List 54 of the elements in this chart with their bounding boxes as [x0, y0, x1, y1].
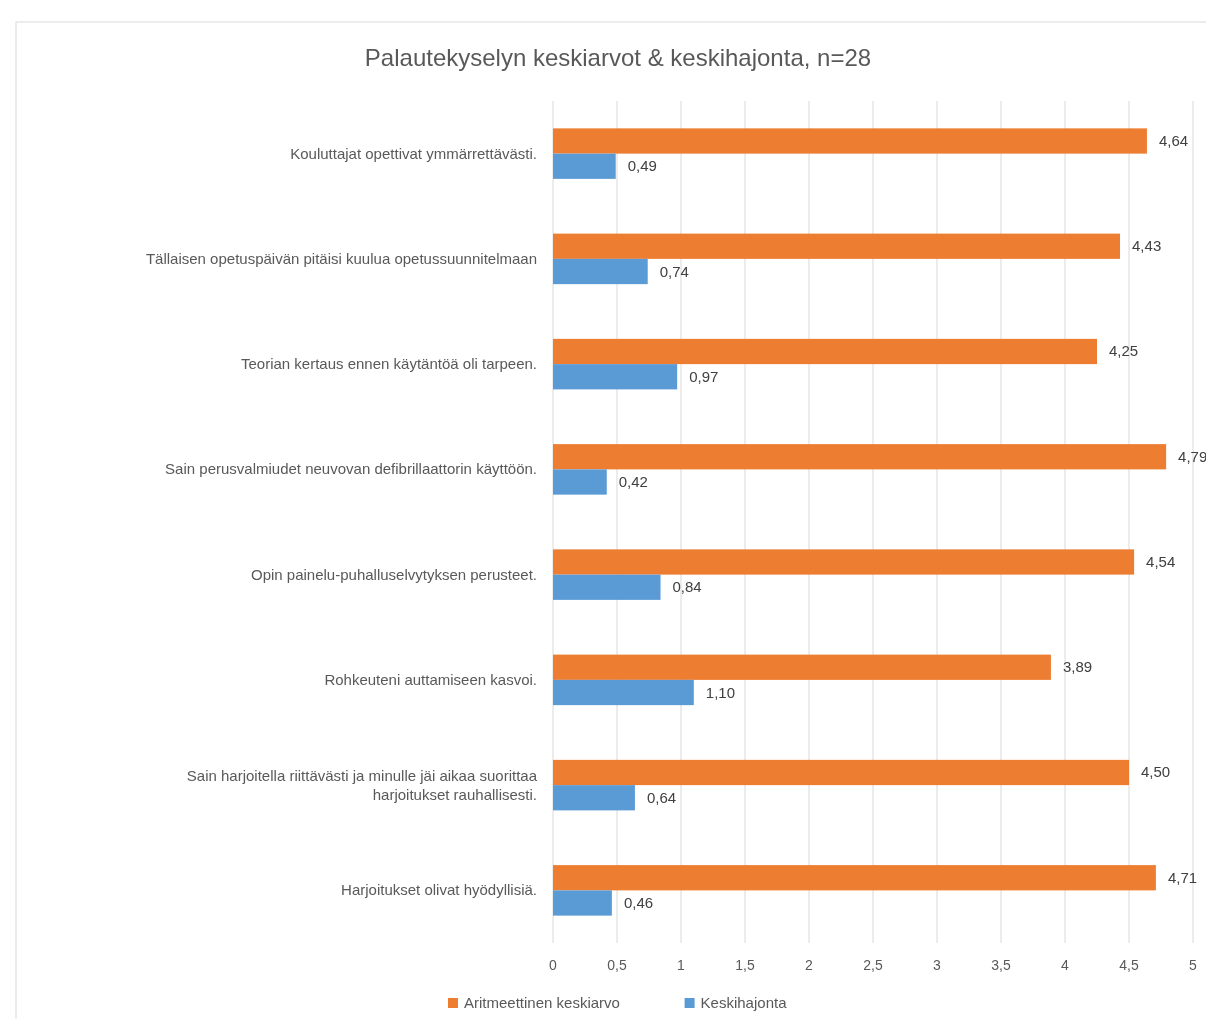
data-label: 4,54 — [1146, 552, 1176, 570]
x-tick-label: 3,5 — [991, 957, 1011, 973]
y-tick-label: Tällaisen opetuspäivän pitäisi kuulua opetussuunnitelmaan — [145, 249, 537, 267]
x-tick-label: 1,5 — [735, 957, 755, 973]
x-tick-label: 2,5 — [863, 957, 883, 973]
bar — [553, 338, 1097, 365]
data-label: 0,42 — [618, 473, 648, 491]
x-tick-label: 0 — [549, 957, 558, 973]
bar — [553, 364, 678, 390]
data-label: 4,25 — [1109, 342, 1139, 360]
data-label: 1,10 — [705, 683, 735, 701]
x-tick-label: 4 — [1061, 957, 1070, 973]
bar — [553, 128, 1147, 154]
bar — [553, 153, 616, 179]
x-tick-label: 1 — [677, 957, 686, 973]
y-tick-label: Kouluttajat opettivat ymmärrettävästi. — [290, 144, 537, 162]
data-label: 4,79 — [1178, 447, 1206, 465]
bar — [553, 469, 607, 495]
chart-title: Palautekyselyn keskiarvot & keskihajonta, n=28 — [364, 44, 872, 71]
data-label: 0,84 — [672, 578, 702, 596]
y-tick-label: Teorian kertaus ennen käytäntöä oli tarpeen. — [240, 355, 537, 373]
bar — [553, 258, 648, 285]
bar — [553, 574, 661, 600]
data-label: 4,43 — [1132, 237, 1162, 255]
bar — [553, 549, 1135, 575]
bar — [553, 785, 635, 811]
x-tick-label: 5 — [1189, 957, 1198, 973]
bar — [553, 233, 1121, 259]
bar — [553, 890, 612, 916]
bar — [553, 759, 1129, 786]
data-label: 0,49 — [627, 157, 657, 175]
data-label: 4,71 — [1167, 868, 1198, 886]
data-label: 4,64 — [1158, 131, 1189, 149]
data-label: 4,50 — [1141, 763, 1171, 781]
data-label: 0,46 — [623, 894, 654, 912]
y-tick-label: Opin painelu-puhalluselvytyksen perusteet. — [250, 565, 537, 583]
y-tick-label: Sain perusvalmiudet neuvovan defibrillaattorin käyttöön. — [165, 460, 537, 478]
y-tick-label: Rohkeuteni auttamiseen kasvoi. — [324, 670, 537, 688]
bar — [553, 654, 1051, 680]
y-tick-label: Sain harjoitella riittävästi ja minulle jäi aikaa suorittaa harjoitukset rauhallisesti. — [186, 766, 538, 803]
data-label: 0,97 — [689, 367, 719, 385]
legend-label: Aritmeettinen keskiarvo — [464, 994, 620, 1011]
bar — [553, 444, 1167, 470]
x-tick-label: 4,5 — [1119, 957, 1139, 973]
data-label: 3,89 — [1062, 658, 1093, 676]
x-tick-label: 3 — [933, 957, 942, 973]
x-tick-label: 0,5 — [607, 957, 627, 973]
legend-label: Keskihajonta — [700, 994, 788, 1011]
data-label: 0,64 — [646, 788, 677, 806]
data-label: 0,74 — [659, 262, 689, 280]
bar — [553, 679, 694, 706]
x-tick-label: 2 — [805, 957, 814, 973]
bar — [553, 865, 1156, 891]
y-tick-label: Harjoitukset olivat hyödyllisiä. — [341, 881, 537, 899]
